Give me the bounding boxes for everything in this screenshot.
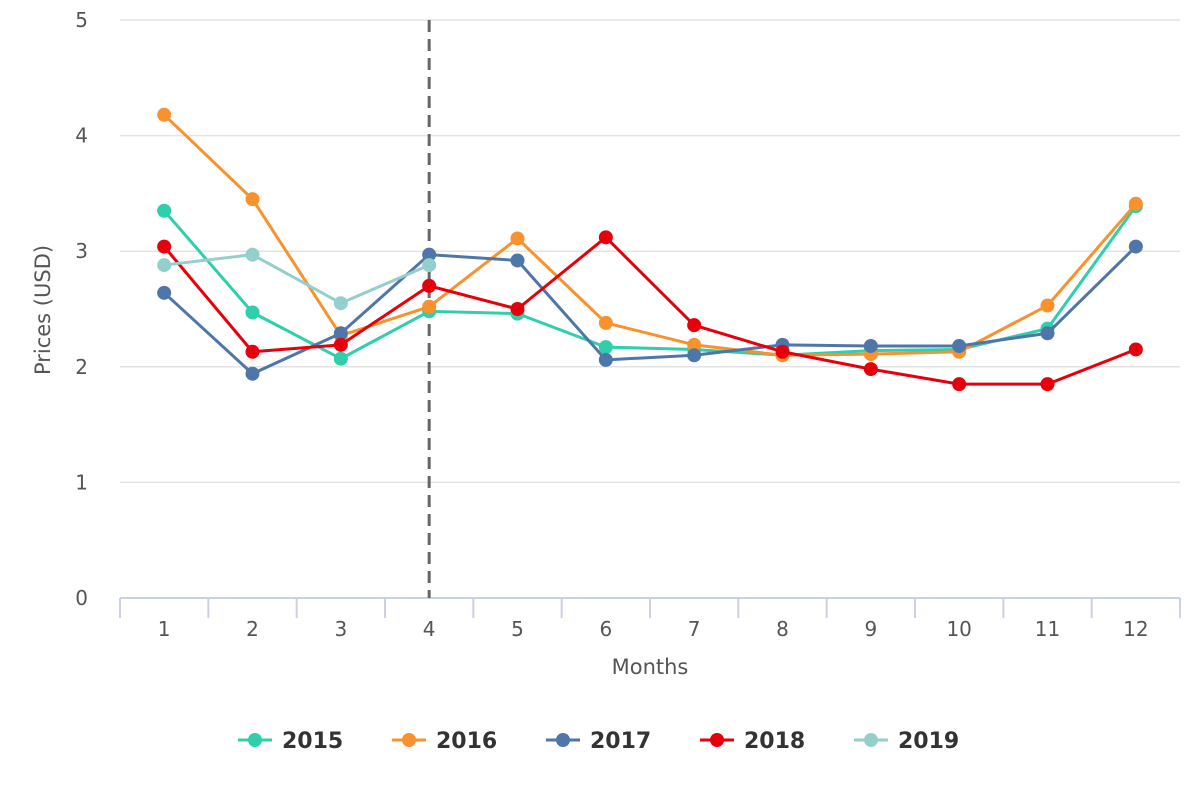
series-line-2015 <box>162 204 1138 361</box>
data-point-2017-11[interactable] <box>1040 326 1055 341</box>
data-point-2017-10[interactable] <box>952 338 967 353</box>
data-point-2017-4[interactable] <box>422 247 437 262</box>
legend-item-2019[interactable]: 2019 <box>854 729 959 754</box>
data-point-2015-6[interactable] <box>598 340 613 355</box>
data-point-2018-8[interactable] <box>775 344 790 359</box>
series-2018 <box>157 230 1143 392</box>
legend-item-2018[interactable]: 2018 <box>700 729 805 754</box>
x-tick-label: 8 <box>776 617 789 641</box>
y-tick-label: 2 <box>75 355 88 379</box>
x-tick-label: 5 <box>511 617 524 641</box>
x-tick-label: 10 <box>946 617 971 641</box>
legend-label-2016: 2016 <box>436 729 497 754</box>
data-point-2017-12[interactable] <box>1128 239 1143 254</box>
data-point-2018-11[interactable] <box>1040 377 1055 392</box>
grid-layer <box>120 19 1180 484</box>
data-point-2016-7[interactable] <box>687 337 702 352</box>
data-point-2017-9[interactable] <box>863 338 878 353</box>
data-point-2016-4[interactable] <box>422 299 437 314</box>
data-point-2018-3[interactable] <box>333 337 348 352</box>
legend-marker-2016 <box>402 733 416 747</box>
x-tick-label: 12 <box>1123 617 1148 641</box>
data-point-2018-6[interactable] <box>598 230 613 245</box>
series-2017 <box>157 239 1143 381</box>
data-point-2016-2[interactable] <box>245 192 260 207</box>
legend: 2015 2016 2017 2018 2019 <box>238 729 959 754</box>
x-tick-label: 1 <box>158 617 171 641</box>
x-tick-label: 6 <box>599 617 612 641</box>
data-point-2016-12[interactable] <box>1128 196 1143 211</box>
y-tick-label: 0 <box>75 586 88 610</box>
legend-item-2016[interactable]: 2016 <box>392 729 497 754</box>
y-tick-label: 4 <box>75 124 88 148</box>
data-point-2019-2[interactable] <box>245 247 260 262</box>
series-layer <box>157 107 1143 392</box>
x-tick-label: 7 <box>688 617 701 641</box>
series-line-2017 <box>162 245 1138 376</box>
data-point-2018-4[interactable] <box>422 278 437 293</box>
data-point-2019-3[interactable] <box>333 296 348 311</box>
series-line-2016 <box>162 113 1138 357</box>
data-point-2018-2[interactable] <box>245 344 260 359</box>
data-point-2018-9[interactable] <box>863 362 878 377</box>
legend-label-2017: 2017 <box>590 729 651 754</box>
data-point-2018-10[interactable] <box>952 377 967 392</box>
legend-item-2015[interactable]: 2015 <box>238 729 343 754</box>
data-point-2015-1[interactable] <box>157 203 172 218</box>
legend-label-2018: 2018 <box>744 729 805 754</box>
y-tick-label: 3 <box>75 239 88 263</box>
data-point-2017-2[interactable] <box>245 366 260 381</box>
series-2019 <box>157 247 437 311</box>
data-point-2018-7[interactable] <box>687 318 702 333</box>
legend-marker-2019 <box>864 733 878 747</box>
data-point-2017-6[interactable] <box>598 352 613 367</box>
data-point-2017-1[interactable] <box>157 285 172 300</box>
data-point-2016-6[interactable] <box>598 315 613 330</box>
legend-item-2017[interactable]: 2017 <box>546 729 651 754</box>
x-tick-label: 9 <box>864 617 877 641</box>
data-point-2015-2[interactable] <box>245 305 260 320</box>
data-point-2016-5[interactable] <box>510 231 525 246</box>
series-line-2019 <box>162 253 431 305</box>
data-point-2017-5[interactable] <box>510 253 525 268</box>
legend-marker-2017 <box>556 733 570 747</box>
data-point-2015-3[interactable] <box>333 351 348 366</box>
legend-marker-2015 <box>248 733 262 747</box>
data-point-2017-3[interactable] <box>333 326 348 341</box>
data-point-2018-5[interactable] <box>510 302 525 316</box>
legend-marker-2018 <box>710 733 724 747</box>
y-tick-label: 1 <box>75 470 88 494</box>
data-point-2018-12[interactable] <box>1128 342 1143 357</box>
x-axis-title: Months <box>612 655 689 679</box>
x-tick-label: 2 <box>246 617 259 641</box>
data-point-2017-7[interactable] <box>687 348 702 363</box>
x-tick-label: 4 <box>423 617 436 641</box>
data-point-2019-4[interactable] <box>422 258 437 273</box>
data-point-2016-11[interactable] <box>1040 298 1055 313</box>
y-tick-label: 5 <box>75 8 88 32</box>
series-2016 <box>157 107 1143 363</box>
x-tick-label: 11 <box>1035 617 1060 641</box>
data-point-2019-1[interactable] <box>157 258 172 273</box>
legend-label-2019: 2019 <box>898 729 959 754</box>
y-axis-title: Prices (USD) <box>31 245 55 375</box>
legend-label-2015: 2015 <box>282 729 343 754</box>
x-tick-label: 3 <box>334 617 347 641</box>
data-point-2016-1[interactable] <box>157 107 172 122</box>
series-line-2018 <box>162 235 1138 386</box>
data-point-2018-1[interactable] <box>157 239 172 254</box>
